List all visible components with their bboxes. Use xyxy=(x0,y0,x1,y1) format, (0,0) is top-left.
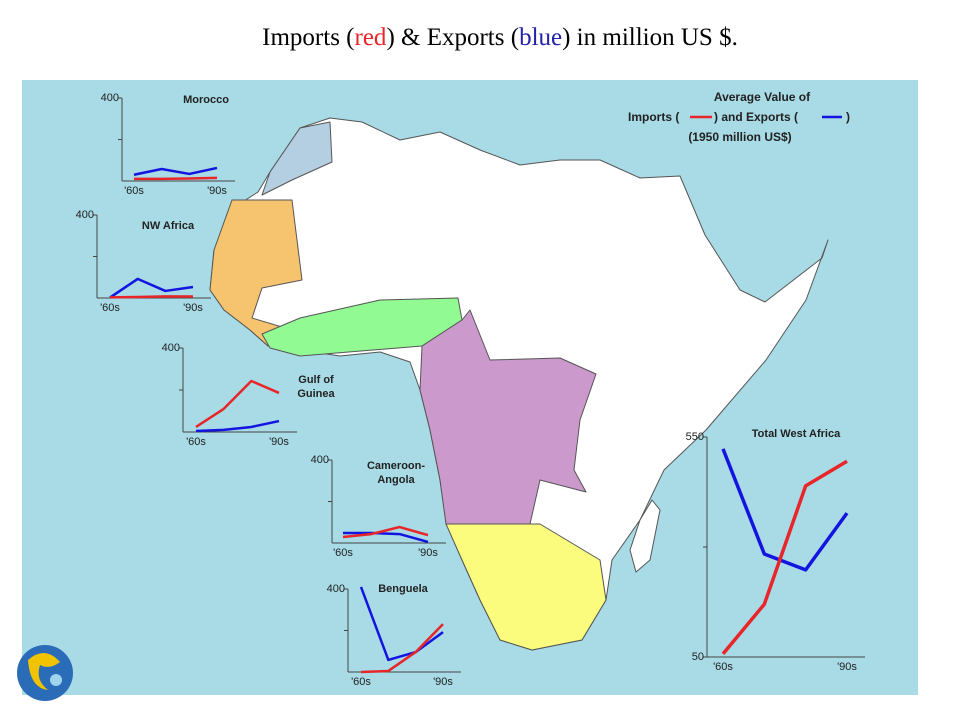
legend-heading: Average Value of xyxy=(714,90,811,104)
x-tick-label: '90s xyxy=(269,436,289,448)
x-tick-label: '90s xyxy=(207,185,227,197)
region-morocco xyxy=(261,121,333,196)
chart-title: Cameroon- xyxy=(367,460,425,472)
chart-title: Guinea xyxy=(297,388,335,400)
page-title: Imports (red) & Exports (blue) in millio… xyxy=(262,24,738,51)
series-line xyxy=(195,419,280,433)
title-part: ) in million US $. xyxy=(562,24,738,51)
chart-title: Morocco xyxy=(183,94,229,106)
series-line xyxy=(342,525,429,539)
chart-title: NW Africa xyxy=(142,220,195,232)
x-tick-label: '60s xyxy=(713,661,733,673)
region-cameroon-angola xyxy=(419,309,597,525)
x-tick-label: '90s xyxy=(433,676,453,688)
series-line xyxy=(343,531,429,544)
series-line xyxy=(134,176,218,181)
y-tick-label: 400 xyxy=(327,583,345,595)
legend-imports: Imports ( xyxy=(628,110,679,124)
x-tick-label: '90s xyxy=(837,661,857,673)
madagascar xyxy=(629,499,661,573)
series-line xyxy=(721,448,849,572)
series-line xyxy=(721,459,848,656)
legend-exports: ) and Exports ( xyxy=(714,110,798,124)
charts: Morocco 400 '60s '90s NW Africa 400 '60s '90s Gu… xyxy=(76,92,865,688)
logo xyxy=(17,645,73,701)
chart-title: Gulf of xyxy=(298,374,334,386)
series-line xyxy=(133,166,218,176)
y-tick-label: 50 xyxy=(692,651,704,663)
y-tick-label: 400 xyxy=(101,92,119,104)
chart-title: Total West Africa xyxy=(752,428,841,440)
x-tick-label: '90s xyxy=(183,302,203,314)
series-line xyxy=(359,586,444,662)
y-tick-label: 400 xyxy=(162,342,180,354)
x-tick-label: '60s xyxy=(186,436,206,448)
series-line xyxy=(195,379,280,429)
x-tick-label: '60s xyxy=(351,676,371,688)
y-tick-label: 400 xyxy=(311,454,329,466)
title-part: red xyxy=(355,24,387,51)
title-part: ) & Exports ( xyxy=(386,24,519,51)
title-part: blue xyxy=(519,24,562,51)
y-tick-label: 550 xyxy=(686,431,704,443)
series-line xyxy=(109,277,194,299)
y-tick-label: 400 xyxy=(76,209,94,221)
legend: Average Value of Imports ( ) and Exports… xyxy=(628,90,850,144)
series-line xyxy=(360,623,444,674)
region-benguela xyxy=(445,523,607,651)
legend-close: ) xyxy=(846,110,850,124)
chart-title: Benguela xyxy=(378,583,428,595)
x-tick-label: '90s xyxy=(418,547,438,559)
x-tick-label: '60s xyxy=(124,185,144,197)
title-part: Imports ( xyxy=(262,24,354,51)
x-tick-label: '60s xyxy=(333,547,353,559)
x-tick-label: '60s xyxy=(100,302,120,314)
legend-units: (1950 million US$) xyxy=(688,130,791,144)
chart-title: Angola xyxy=(377,474,415,486)
africa-map xyxy=(209,117,829,651)
series-line xyxy=(109,295,194,299)
